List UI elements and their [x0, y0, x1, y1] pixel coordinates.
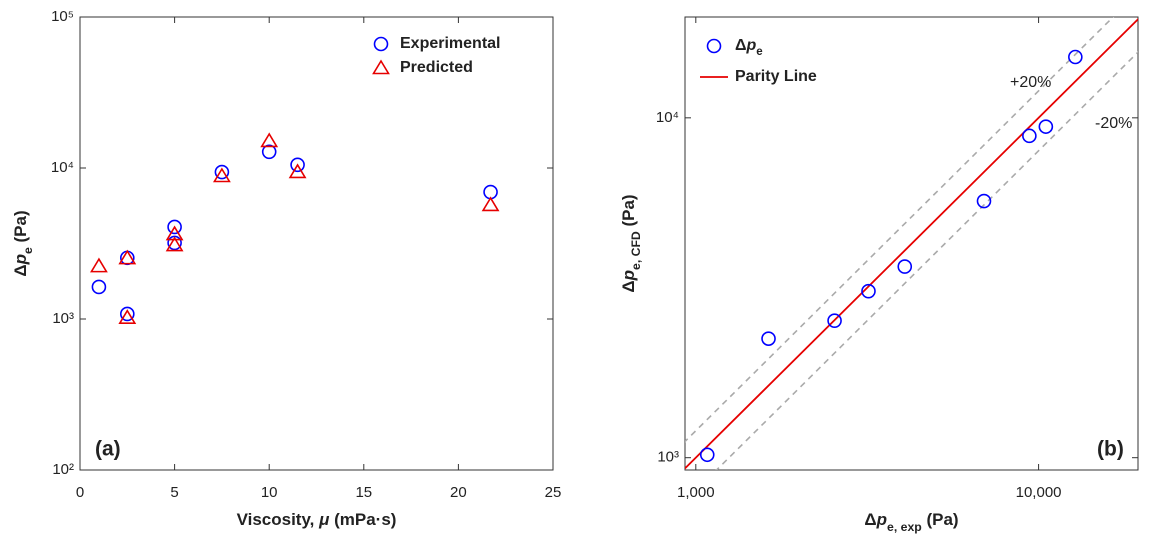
text-part: Δ: [11, 264, 30, 276]
text-part: Δ: [864, 510, 876, 529]
y-axis-label: Δpe, CFD (Pa): [619, 194, 643, 292]
data-point: [167, 235, 182, 251]
data-point: [481, 196, 500, 212]
plot-area: [685, 17, 1138, 470]
data-point: [212, 167, 231, 183]
text-part: (mPa·s): [329, 510, 396, 529]
text-part: Viscosity,: [237, 510, 320, 529]
x-tick-label: 5: [170, 484, 178, 501]
data-point: [120, 306, 135, 322]
tolerance-line: [685, 17, 1115, 443]
data-point: [118, 309, 137, 325]
plot-frame: [684, 16, 1139, 471]
text-part: e, CFD: [629, 231, 643, 270]
data-point: [827, 313, 842, 328]
text-part: e: [21, 247, 35, 254]
text-part: μ: [318, 510, 330, 529]
text-part: p: [11, 254, 30, 265]
text-part: e: [756, 46, 763, 58]
panel-label: (b): [1097, 438, 1124, 461]
data-point: [288, 163, 307, 179]
x-tick-label: 10,000: [1016, 484, 1062, 501]
data-point: [165, 225, 184, 241]
legend-label: Experimental: [400, 35, 500, 52]
data-point: [165, 236, 184, 252]
legend-marker: [373, 36, 389, 52]
data-point: [1022, 128, 1037, 144]
plot-frame: [79, 16, 554, 471]
text-part: (Pa): [619, 194, 638, 231]
data-point: [1038, 119, 1054, 134]
legend-marker: [706, 38, 722, 54]
y-tick-label: 10³: [657, 449, 679, 466]
legend-label: Parity Line: [735, 68, 817, 85]
data-point: [260, 132, 279, 148]
data-point: [90, 257, 108, 273]
data-point: [897, 259, 913, 274]
tolerance-line: [715, 51, 1138, 470]
text-part: Predicted: [400, 59, 473, 76]
x-tick-label: 10: [261, 484, 278, 501]
data-point: [214, 164, 230, 180]
y-tick-label: 10⁵: [51, 8, 74, 25]
x-tick-label: 1,000: [677, 484, 715, 501]
x-axis-label: Δpe, exp (Pa): [864, 510, 958, 534]
text-part: e, exp: [887, 520, 922, 534]
data-point: [861, 283, 876, 299]
panel-label: (a): [95, 438, 121, 461]
legend-label: Δpe: [735, 37, 763, 58]
x-tick-label: 20: [450, 484, 467, 501]
legend-marker: [372, 59, 390, 75]
y-tick-label: 10²: [52, 461, 74, 478]
y-tick-label: 10³: [52, 310, 74, 327]
data-point: [976, 193, 992, 209]
text-part: (Pa): [922, 510, 959, 529]
text-part: p: [619, 270, 638, 281]
data-point: [167, 219, 182, 235]
tolerance-label: +20%: [1010, 74, 1051, 91]
data-point: [290, 157, 305, 173]
x-axis-label: Viscosity, μ (mPa·s): [237, 510, 397, 529]
text-part: Δ: [735, 37, 747, 54]
x-tick-label: 15: [355, 484, 372, 501]
legend-label: Predicted: [400, 59, 473, 76]
text-part: p: [876, 510, 887, 529]
tolerance-label: -20%: [1095, 115, 1132, 132]
data-point: [699, 447, 715, 463]
data-point: [761, 331, 776, 346]
y-tick-label: 10⁴: [51, 159, 74, 176]
y-axis-label: Δpe (Pa): [11, 210, 35, 276]
text-part: (Pa): [11, 210, 30, 247]
text-part: p: [746, 37, 757, 54]
text-part: Experimental: [400, 35, 500, 52]
parity-line: [685, 17, 1138, 470]
x-tick-label: 0: [76, 484, 84, 501]
text-part: Δ: [619, 280, 638, 292]
data-point: [118, 249, 137, 265]
x-tick-label: 25: [545, 484, 562, 501]
data-point: [1068, 49, 1083, 65]
data-point: [91, 279, 107, 295]
data-point: [261, 144, 277, 160]
y-tick-label: 10⁴: [656, 109, 679, 126]
